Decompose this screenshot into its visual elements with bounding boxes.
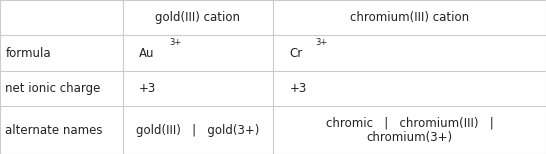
Text: 3+: 3+ — [316, 38, 328, 47]
Text: chromic   |   chromium(III)   |: chromic | chromium(III) | — [325, 117, 494, 130]
Text: alternate names: alternate names — [5, 124, 103, 137]
Text: chromium(3+): chromium(3+) — [366, 131, 453, 144]
Text: Au: Au — [139, 47, 155, 60]
Text: +3: +3 — [289, 82, 307, 95]
Text: 3+: 3+ — [169, 38, 181, 47]
Text: formula: formula — [5, 47, 51, 60]
Text: gold(III) cation: gold(III) cation — [156, 11, 240, 24]
Text: gold(III)   |   gold(3+): gold(III) | gold(3+) — [136, 124, 259, 137]
Text: Cr: Cr — [289, 47, 302, 60]
Text: +3: +3 — [139, 82, 157, 95]
Text: net ionic charge: net ionic charge — [5, 82, 101, 95]
Text: chromium(III) cation: chromium(III) cation — [350, 11, 469, 24]
